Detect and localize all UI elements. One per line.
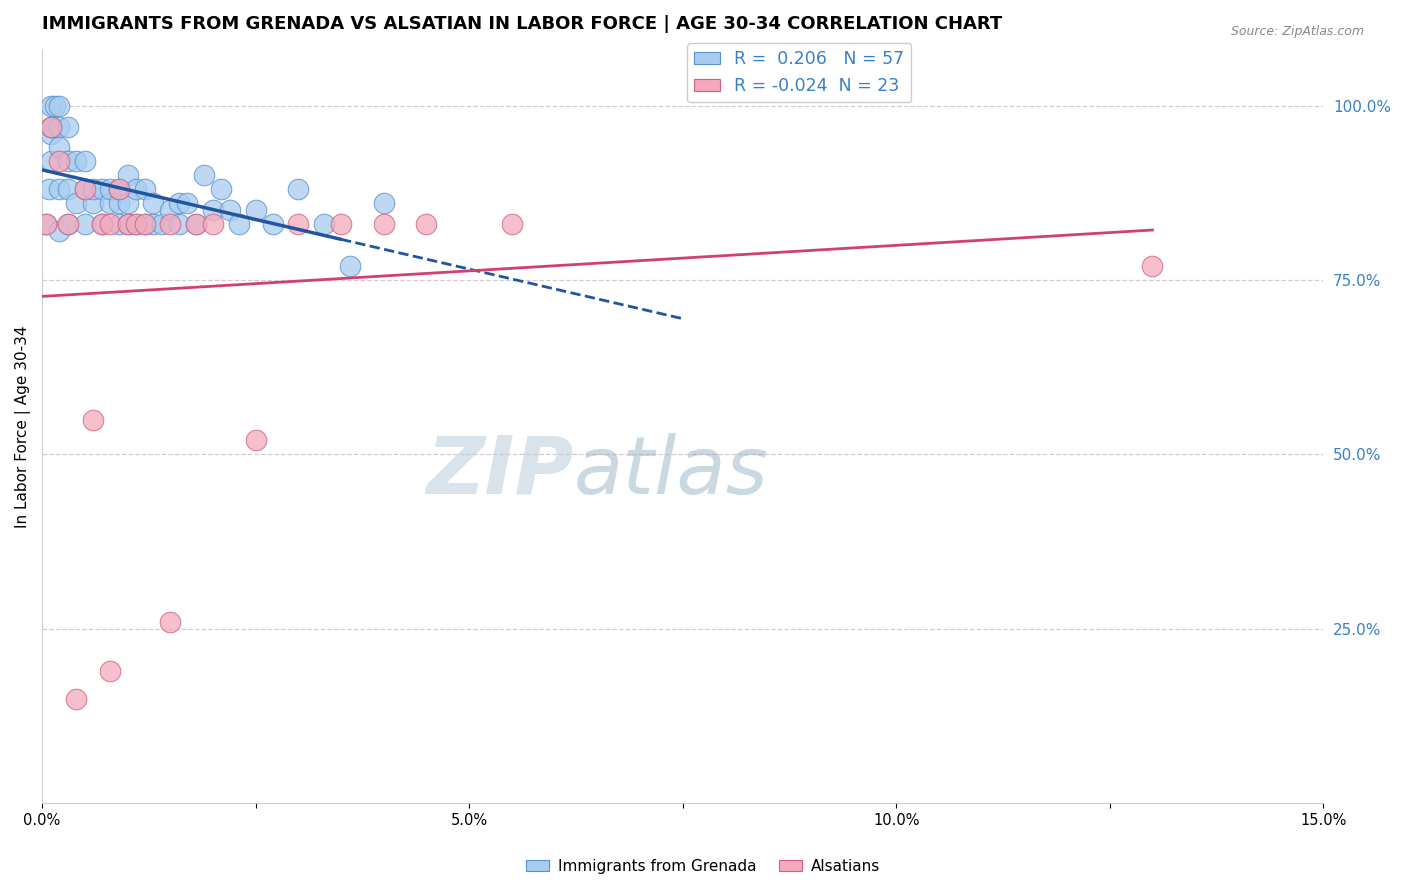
Point (35, 217, 58, 231)
Point (117, 217, 139, 231)
Point (262, 217, 284, 231)
Point (56, 217, 79, 231)
Point (184, 217, 207, 231)
Point (39, 120, 62, 134)
Text: IMMIGRANTS FROM GRENADA VS ALSATIAN IN LABOR FORCE | AGE 30-34 CORRELATION CHART: IMMIGRANTS FROM GRENADA VS ALSATIAN IN L… (42, 15, 1002, 33)
Point (73, 154, 96, 169)
Legend: Immigrants from Grenada, Alsatians: Immigrants from Grenada, Alsatians (519, 853, 887, 880)
Point (125, 217, 148, 231)
Point (1142, 259, 1164, 273)
Y-axis label: In Labor Force | Age 30-34: In Labor Force | Age 30-34 (15, 326, 31, 528)
Point (184, 217, 207, 231)
Point (100, 217, 122, 231)
Point (56, 154, 79, 169)
Point (90, 182, 112, 196)
Point (41, 120, 63, 134)
Point (176, 196, 198, 211)
Point (312, 217, 335, 231)
Point (48, 140, 70, 154)
Point (373, 217, 395, 231)
Point (56, 182, 79, 196)
Point (73, 182, 96, 196)
Point (245, 203, 267, 218)
Point (108, 182, 131, 196)
Point (415, 217, 437, 231)
Point (73, 217, 96, 231)
Point (73, 182, 96, 196)
Point (82, 182, 104, 196)
Point (134, 217, 156, 231)
Point (339, 259, 361, 273)
Point (167, 196, 190, 211)
Point (159, 203, 181, 218)
Point (211, 182, 233, 196)
Text: ZIP: ZIP (426, 433, 574, 511)
Point (287, 217, 309, 231)
Point (117, 217, 139, 231)
Point (108, 182, 131, 196)
Point (39, 120, 62, 134)
Point (117, 196, 139, 211)
Point (100, 182, 122, 196)
Point (245, 434, 267, 448)
Point (108, 196, 131, 211)
Point (142, 196, 165, 211)
Point (159, 217, 181, 231)
Point (48, 154, 70, 169)
Point (65, 196, 87, 211)
Text: atlas: atlas (574, 433, 769, 511)
Point (125, 182, 148, 196)
Point (82, 412, 104, 426)
Point (82, 196, 104, 211)
Point (193, 169, 215, 183)
Point (48, 120, 70, 134)
Point (44, 98, 66, 112)
Point (134, 182, 156, 196)
Point (90, 217, 112, 231)
Point (39, 98, 62, 112)
Point (228, 217, 250, 231)
Text: Source: ZipAtlas.com: Source: ZipAtlas.com (1230, 25, 1364, 38)
Point (373, 196, 395, 211)
Point (159, 615, 181, 629)
Legend: R =  0.206   N = 57, R = -0.024  N = 23: R = 0.206 N = 57, R = -0.024 N = 23 (688, 44, 911, 102)
Point (150, 217, 173, 231)
Point (501, 217, 523, 231)
Point (134, 217, 156, 231)
Point (65, 691, 87, 706)
Point (142, 217, 165, 231)
Point (100, 196, 122, 211)
Point (125, 217, 148, 231)
Point (287, 182, 309, 196)
Point (201, 217, 224, 231)
Point (167, 217, 190, 231)
Point (39, 154, 62, 169)
Point (35, 217, 58, 231)
Point (65, 154, 87, 169)
Point (201, 203, 224, 218)
Point (117, 169, 139, 183)
Point (56, 217, 79, 231)
Point (48, 98, 70, 112)
Point (48, 182, 70, 196)
Point (330, 217, 353, 231)
Point (48, 224, 70, 238)
Point (108, 217, 131, 231)
Point (219, 203, 242, 218)
Point (90, 217, 112, 231)
Point (39, 127, 62, 141)
Point (100, 664, 122, 678)
Point (56, 120, 79, 134)
Point (38, 182, 60, 196)
